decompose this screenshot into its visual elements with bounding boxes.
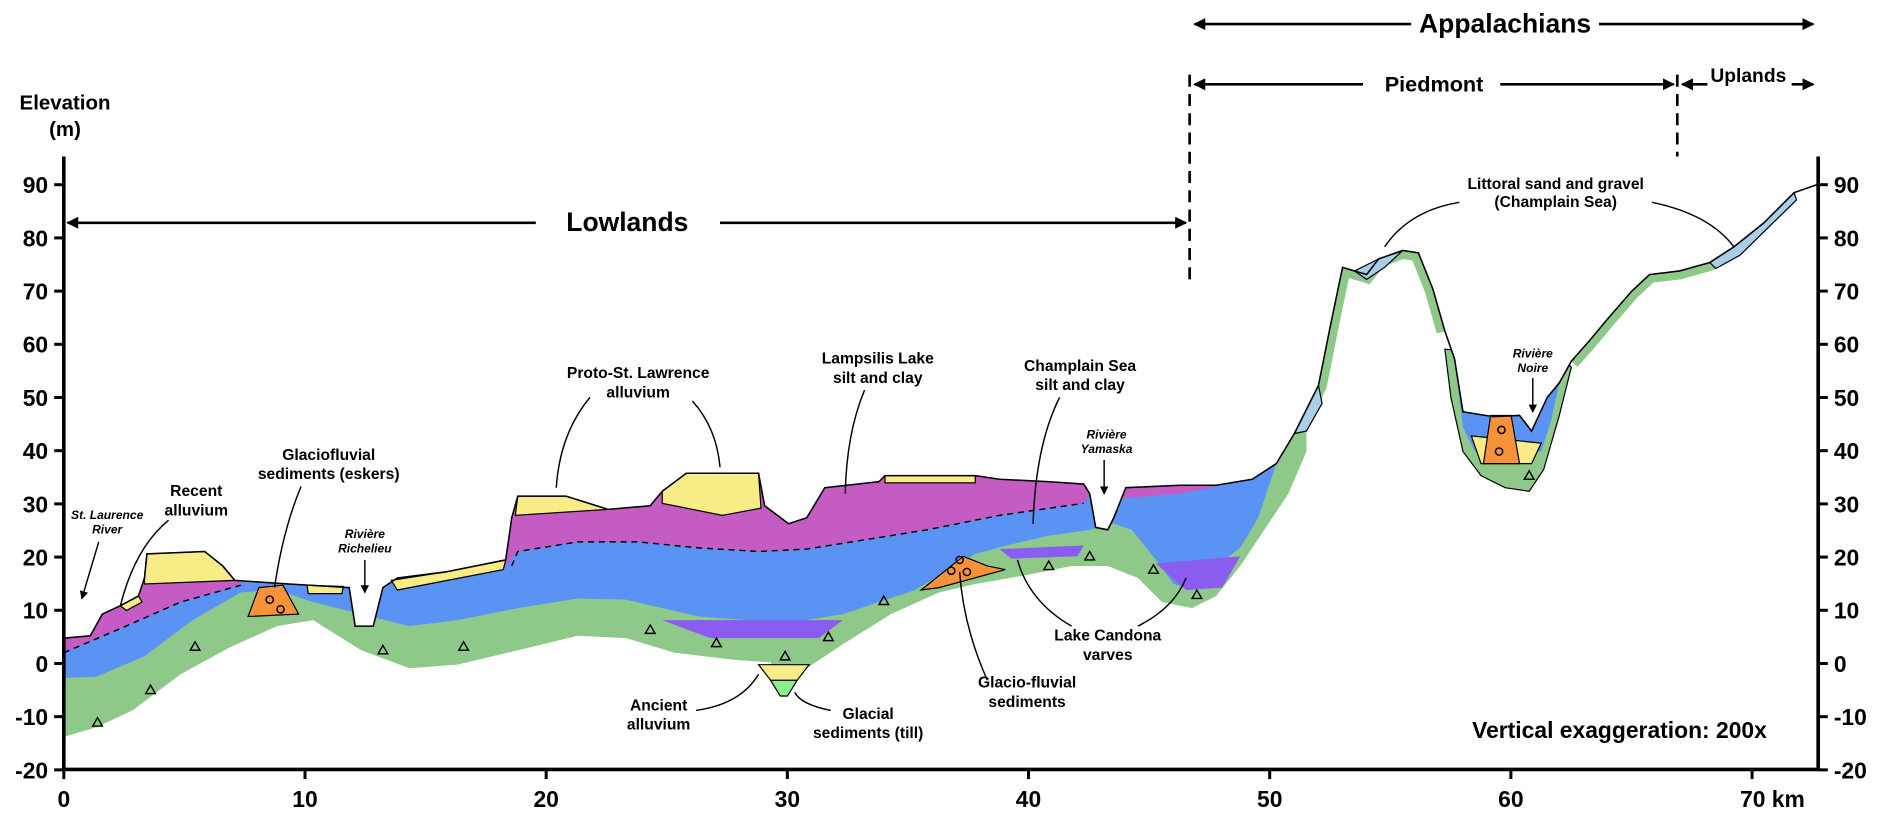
annotation: Rivière <box>1086 427 1126 441</box>
y-tick-label: 0 <box>35 651 48 677</box>
annotation: sediments (till) <box>813 725 923 742</box>
annotation: alluvium <box>627 717 690 734</box>
annotation: Glacio-fluvial <box>978 675 1076 692</box>
annotation: sediments <box>988 694 1066 711</box>
note: Vertical exaggeration: 200x <box>1472 717 1767 743</box>
lake-clay <box>1120 0 1219 498</box>
region-label: Lowlands <box>566 207 688 237</box>
annotation: Richelieu <box>338 542 392 556</box>
y-tick-label: 10 <box>23 598 48 624</box>
y-tick-label: 50 <box>23 385 48 411</box>
x-tick-label: 50 <box>1257 786 1282 812</box>
littoral <box>1355 250 1403 279</box>
alluvium <box>759 665 810 681</box>
region-label: Piedmont <box>1385 72 1484 97</box>
annotation: Lampsilis Lake <box>822 351 934 368</box>
annotation: Glacial <box>842 706 893 723</box>
annotation: Rivière <box>1513 347 1553 361</box>
annotation: Proto-St. Lawrence <box>567 365 710 382</box>
x-tick-label: 40 <box>1016 786 1041 812</box>
y-tick-label: 10 <box>1834 598 1859 624</box>
lake-clay <box>506 0 1090 566</box>
marine-clay <box>64 0 1277 678</box>
region-label: Appalachians <box>1419 9 1591 39</box>
y-tick-label: 90 <box>23 172 48 198</box>
annotation: silt and clay <box>1035 377 1125 394</box>
y-tick-label: 50 <box>1834 385 1859 411</box>
alluvium <box>144 551 234 584</box>
y-tick-label: 60 <box>23 332 48 358</box>
x-tick-label: 60 <box>1498 786 1523 812</box>
y-tick-label: 20 <box>1834 545 1859 571</box>
annotation: St. Laurence <box>71 508 144 522</box>
page: Appalachians Piedmont Uplands Lowlands E… <box>0 0 1888 814</box>
cross-section: Appalachians Piedmont Uplands Lowlands E… <box>0 0 1888 814</box>
annotation: Champlain Sea <box>1024 358 1136 375</box>
annotation: Glaciofluvial <box>282 447 375 464</box>
y-tick-label: 30 <box>23 491 48 517</box>
till-lens <box>771 680 797 696</box>
annotation: sediments (eskers) <box>258 466 400 483</box>
annotation: (Champlain Sea) <box>1494 194 1617 211</box>
y-tick-label: 70 <box>1834 279 1859 305</box>
y-tick-label: 60 <box>1834 332 1859 358</box>
annotation: Lake Candona <box>1054 628 1161 645</box>
annotation: Rivière <box>345 527 385 541</box>
y-tick-label: 80 <box>1834 225 1859 251</box>
y-tick-label: 40 <box>23 438 48 464</box>
annotation: Yamaska <box>1081 442 1133 456</box>
axis-title: (m) <box>49 118 81 141</box>
annotation: Ancient <box>630 697 688 714</box>
x-tick-label: 10 <box>292 786 317 812</box>
alluvium <box>885 476 975 483</box>
y-tick-label: 70 <box>23 279 48 305</box>
axis-title: Elevation <box>20 92 111 115</box>
x-tick-label: 70 km <box>1740 786 1805 812</box>
y-tick-label: 30 <box>1834 491 1859 517</box>
y-tick-label: -10 <box>1834 704 1867 730</box>
x-tick-label: 0 <box>57 786 70 812</box>
annotation: River <box>92 522 123 536</box>
x-tick-label: 30 <box>775 786 800 812</box>
y-tick-label: -10 <box>15 704 48 730</box>
y-tick-label: 20 <box>23 545 48 571</box>
y-tick-label: -20 <box>1834 757 1867 783</box>
y-tick-label: 90 <box>1834 172 1859 198</box>
x-tick-label: 20 <box>533 786 558 812</box>
annotation: silt and clay <box>833 370 923 387</box>
annotation: Littoral sand and gravel <box>1467 176 1643 193</box>
annotation: alluvium <box>165 502 228 519</box>
y-tick-label: 0 <box>1834 651 1847 677</box>
annotation: alluvium <box>606 384 669 401</box>
y-tick-label: 40 <box>1834 438 1859 464</box>
y-tick-label: -20 <box>15 757 48 783</box>
region-label: Uplands <box>1710 66 1786 87</box>
annotation: varves <box>1083 647 1133 664</box>
strata <box>64 0 1734 737</box>
annotation: Recent <box>170 483 223 500</box>
annotation: Noire <box>1517 361 1548 375</box>
y-tick-label: 80 <box>23 225 48 251</box>
